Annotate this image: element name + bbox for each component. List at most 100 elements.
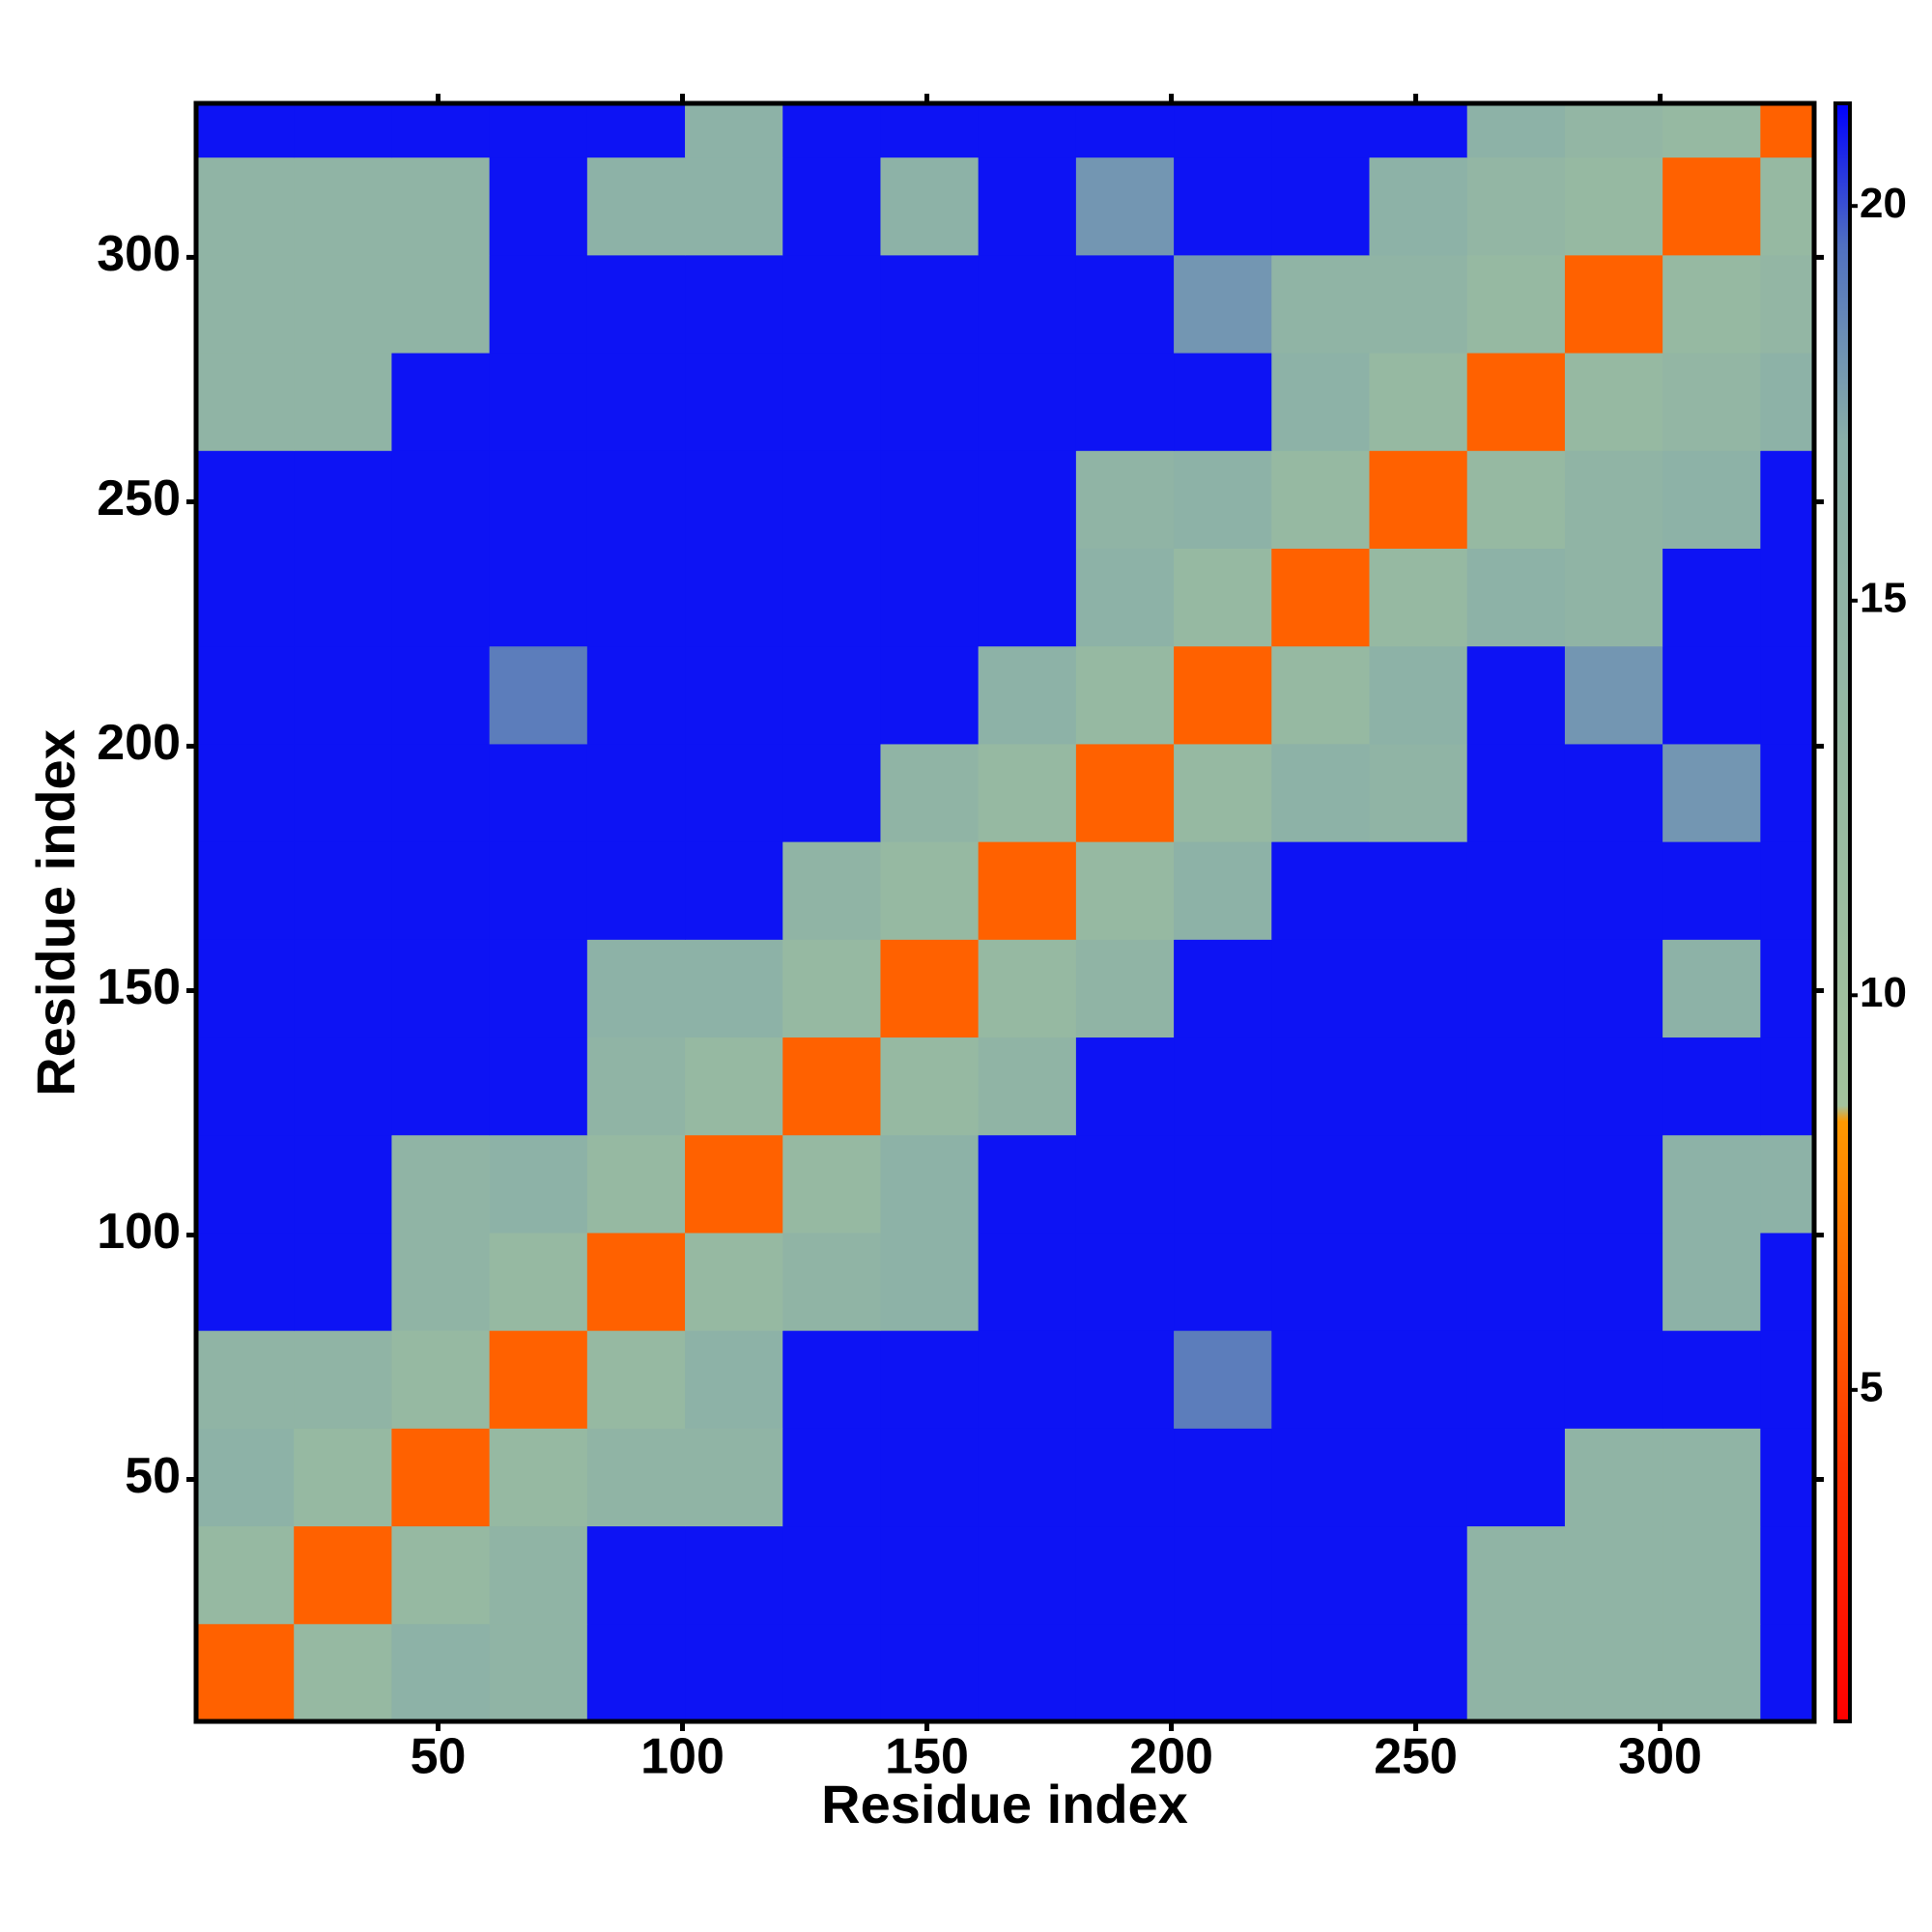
heatmap-cell bbox=[782, 1330, 881, 1429]
heatmap-cell bbox=[782, 1037, 881, 1136]
heatmap-cell bbox=[978, 939, 1077, 1038]
heatmap-cell bbox=[586, 1428, 686, 1527]
heatmap-cell bbox=[1466, 103, 1566, 158]
heatmap-cell bbox=[1174, 841, 1272, 940]
heatmap-cell bbox=[880, 450, 980, 549]
heatmap-cell bbox=[391, 103, 491, 158]
x-tick-label: 50 bbox=[411, 1729, 467, 1785]
heatmap-cell bbox=[586, 1623, 686, 1722]
heatmap-cell bbox=[586, 1037, 686, 1136]
heatmap-cell bbox=[1466, 841, 1566, 940]
heatmap-cell bbox=[1271, 548, 1371, 647]
heatmap-cell bbox=[685, 1134, 783, 1234]
heatmap-cell bbox=[1760, 1134, 1815, 1234]
heatmap-cell bbox=[1075, 1525, 1175, 1625]
heatmap-cell bbox=[782, 353, 881, 451]
heatmap-cell bbox=[1466, 548, 1566, 647]
heatmap-cell bbox=[880, 103, 980, 158]
heatmap-cell bbox=[1174, 254, 1272, 354]
heatmap-cell bbox=[196, 1134, 295, 1234]
heatmap-cell bbox=[196, 645, 295, 745]
heatmap-cell bbox=[1271, 353, 1371, 451]
heatmap-cell bbox=[1174, 939, 1272, 1038]
heatmap-cell bbox=[782, 1232, 881, 1331]
heatmap-cell bbox=[1075, 254, 1175, 354]
heatmap-cell bbox=[1174, 1428, 1272, 1527]
heatmap-cell bbox=[685, 1330, 783, 1429]
heatmap-cell bbox=[685, 645, 783, 745]
heatmap-cell bbox=[685, 450, 783, 549]
heatmap-cell bbox=[1760, 1428, 1815, 1527]
heatmap-cell bbox=[1369, 743, 1468, 842]
heatmap-cell bbox=[489, 1330, 588, 1429]
heatmap-cell bbox=[880, 353, 980, 451]
heatmap-cell bbox=[1075, 156, 1175, 256]
heatmap-cell bbox=[1564, 156, 1663, 256]
heatmap-cell bbox=[978, 1037, 1077, 1136]
heatmap-cell bbox=[978, 1428, 1077, 1527]
heatmap-cell bbox=[782, 548, 881, 647]
heatmap-cell bbox=[1271, 1428, 1371, 1527]
heatmap-cell bbox=[489, 939, 588, 1038]
heatmap-cell bbox=[586, 645, 686, 745]
heatmap-cell bbox=[1075, 1428, 1175, 1527]
heatmap-cell bbox=[1466, 1134, 1566, 1234]
heatmap-cell bbox=[489, 1428, 588, 1527]
heatmap-cell bbox=[1466, 1037, 1566, 1136]
heatmap-cell bbox=[978, 1330, 1077, 1429]
heatmap-cell bbox=[294, 1232, 392, 1331]
heatmap-cell bbox=[196, 450, 295, 549]
heatmap-cell bbox=[294, 156, 392, 256]
heatmap-cell bbox=[196, 353, 295, 451]
heatmap-cell bbox=[294, 353, 392, 451]
heatmap-cell bbox=[391, 1134, 491, 1234]
heatmap-cell bbox=[685, 353, 783, 451]
heatmap-cell bbox=[1174, 1134, 1272, 1234]
heatmap-cell bbox=[1369, 1037, 1468, 1136]
heatmap-cell bbox=[294, 1428, 392, 1527]
heatmap-cell bbox=[978, 1134, 1077, 1234]
heatmap-cell bbox=[196, 1330, 295, 1429]
heatmap-cell bbox=[586, 1525, 686, 1625]
heatmap-cell bbox=[880, 645, 980, 745]
heatmap-cell bbox=[489, 103, 588, 158]
heatmap-cell bbox=[1369, 1623, 1468, 1722]
heatmap-cell bbox=[1369, 645, 1468, 745]
heatmap-cell bbox=[1075, 1232, 1175, 1331]
heatmap bbox=[196, 103, 1815, 1722]
heatmap-cell bbox=[685, 254, 783, 354]
heatmap-cell bbox=[1662, 254, 1761, 354]
heatmap-cell bbox=[586, 939, 686, 1038]
heatmap-cell bbox=[1564, 939, 1663, 1038]
heatmap-cell bbox=[196, 548, 295, 647]
heatmap-cell bbox=[1760, 939, 1815, 1038]
heatmap-cell bbox=[1564, 645, 1663, 745]
heatmap-cell bbox=[1369, 1232, 1468, 1331]
heatmap-cell bbox=[489, 156, 588, 256]
heatmap-cell bbox=[1662, 353, 1761, 451]
heatmap-cell bbox=[1369, 1330, 1468, 1429]
heatmap-cell bbox=[1271, 645, 1371, 745]
heatmap-cell bbox=[1662, 645, 1761, 745]
heatmap-cell bbox=[1662, 1232, 1761, 1331]
heatmap-cell bbox=[1174, 548, 1272, 647]
heatmap-cell bbox=[1564, 103, 1663, 158]
heatmap-cell bbox=[1369, 254, 1468, 354]
heatmap-cell bbox=[1271, 254, 1371, 354]
heatmap-cell bbox=[1760, 1037, 1815, 1136]
heatmap-cell bbox=[196, 1525, 295, 1625]
heatmap-cell bbox=[880, 1623, 980, 1722]
heatmap-cell bbox=[1662, 1428, 1761, 1527]
heatmap-cell bbox=[391, 254, 491, 354]
heatmap-cell bbox=[1075, 353, 1175, 451]
heatmap-cell bbox=[782, 103, 881, 158]
heatmap-cell bbox=[1564, 1428, 1663, 1527]
heatmap-cell bbox=[685, 1037, 783, 1136]
heatmap-cell bbox=[782, 1525, 881, 1625]
heatmap-cell bbox=[294, 1134, 392, 1234]
heatmap-cell bbox=[880, 1037, 980, 1136]
heatmap-cell bbox=[1075, 548, 1175, 647]
heatmap-cell bbox=[978, 254, 1077, 354]
heatmap-cell bbox=[1075, 1330, 1175, 1429]
heatmap-cell bbox=[1662, 156, 1761, 256]
